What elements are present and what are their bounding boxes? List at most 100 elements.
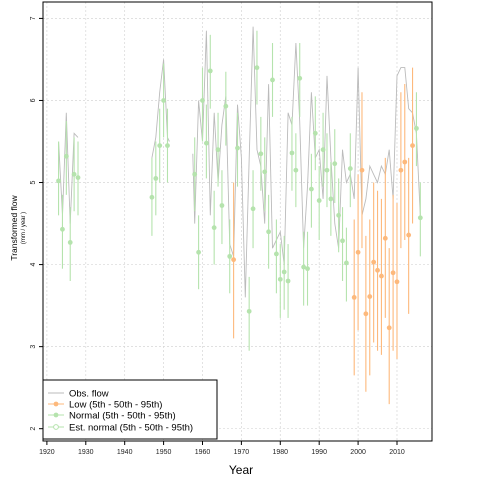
normal-point-42	[324, 167, 330, 173]
normal-point-44	[332, 161, 338, 167]
normal-point-6	[149, 194, 155, 200]
x-tick-label-4: 1960	[195, 449, 211, 456]
low-point-15	[406, 232, 412, 238]
normal-point-17	[215, 147, 221, 153]
x-tick-label-7: 1990	[311, 449, 327, 456]
legend-marker-1	[53, 401, 59, 407]
low-point-0	[231, 257, 237, 263]
normal-point-14	[203, 140, 209, 146]
y-axis-unit: (mm / year )	[21, 212, 27, 244]
normal-point-37	[305, 266, 310, 272]
low-point-10	[386, 325, 392, 331]
normal-point-50	[417, 215, 423, 221]
low-point-1	[351, 295, 357, 300]
normal-point-25	[258, 151, 264, 157]
y-tick-label-1: 3	[30, 345, 37, 349]
normal-point-7	[153, 176, 159, 181]
normal-point-16	[211, 225, 217, 231]
plot-frame	[42, 1, 433, 442]
legend-marker-2	[53, 412, 59, 418]
normal-point-30	[277, 276, 283, 282]
normal-point-46	[340, 238, 345, 244]
legend-box	[42, 379, 218, 440]
x-tick-label-9: 2010	[389, 449, 405, 456]
normal-point-3	[67, 240, 73, 245]
x-axis-title: Year	[229, 463, 253, 477]
x-tick-label-6: 1980	[273, 449, 289, 456]
normal-point-23	[250, 206, 256, 212]
normal-point-4	[71, 171, 77, 177]
normal-point-35	[297, 75, 303, 81]
x-tick-label-2: 1940	[117, 449, 133, 456]
normal-point-34	[293, 167, 299, 173]
normal-point-27	[266, 229, 272, 235]
y-tick-label-5: 7	[30, 16, 37, 20]
normal-point-40	[316, 198, 322, 203]
legend-label-2: Normal (5th - 50th - 95th)	[69, 410, 176, 421]
normal-point-41	[320, 147, 326, 153]
normal-point-48	[347, 166, 353, 171]
obs-flow-line-0	[58, 112, 79, 224]
low-point-9	[382, 235, 388, 241]
normal-point-38	[309, 186, 314, 192]
low-point-6	[371, 259, 377, 265]
normal-point-32	[285, 278, 291, 284]
legend-marker-3	[53, 424, 59, 430]
normal-point-10	[165, 143, 170, 148]
normal-point-24	[254, 65, 260, 71]
normal-point-8	[157, 143, 163, 148]
y-tick-label-0: 2	[30, 427, 37, 431]
normal-point-0	[56, 178, 61, 184]
normal-point-20	[227, 253, 233, 259]
low-point-4	[363, 311, 369, 317]
low-point-8	[379, 273, 384, 279]
median-points	[56, 65, 423, 331]
x-tick-label-5: 1970	[234, 449, 250, 456]
normal-point-18	[219, 203, 225, 208]
normal-point-36	[301, 264, 307, 270]
y-tick-label-4: 6	[30, 98, 37, 102]
normal-point-15	[207, 68, 213, 74]
x-tick-label-0: 1920	[39, 449, 55, 456]
normal-point-45	[336, 212, 342, 218]
normal-point-43	[328, 196, 334, 202]
normal-point-31	[281, 269, 287, 275]
y-tick-label-2: 4	[30, 263, 37, 267]
normal-point-33	[289, 150, 295, 156]
legend-label-3: Est. normal (5th - 50th - 95th)	[69, 422, 193, 433]
normal-point-5	[75, 175, 81, 181]
low-point-16	[410, 143, 415, 148]
normal-point-22	[246, 308, 252, 314]
normal-point-47	[344, 260, 349, 266]
y-axis-unit-group: (mm / year )	[21, 212, 27, 244]
y-axis: 2 3 4 5 6 7	[30, 16, 43, 431]
normal-point-9	[161, 98, 166, 103]
y-axis-title: Transformed flow	[9, 194, 19, 260]
low-point-14	[402, 159, 408, 165]
normal-point-28	[270, 77, 275, 83]
normal-point-2	[63, 153, 69, 159]
normal-point-13	[200, 98, 205, 103]
legend-label-0: Obs. flow	[69, 388, 109, 399]
low-point-12	[394, 279, 400, 285]
y-tick-label-3: 5	[30, 180, 37, 184]
y-axis-title-group: Transformed flow	[9, 194, 19, 260]
x-tick-label-1: 1930	[78, 449, 94, 456]
normal-point-29	[274, 251, 279, 257]
legend-label-1: Low (5th - 50th - 95th)	[69, 399, 162, 410]
normal-point-1	[60, 226, 65, 232]
normal-point-12	[196, 249, 202, 255]
normal-point-21	[235, 145, 240, 151]
obs-flow-line-2	[192, 26, 421, 298]
low-point-7	[375, 267, 380, 273]
low-point-2	[355, 249, 361, 255]
x-tick-label-8: 2000	[350, 449, 366, 456]
normal-point-39	[312, 130, 318, 136]
normal-point-49	[414, 125, 419, 131]
x-axis: 1920 1930 1940 1950 1960 1970 1980 1990 2000 2010	[39, 441, 405, 456]
normal-point-19	[223, 103, 229, 109]
low-point-13	[398, 167, 404, 173]
